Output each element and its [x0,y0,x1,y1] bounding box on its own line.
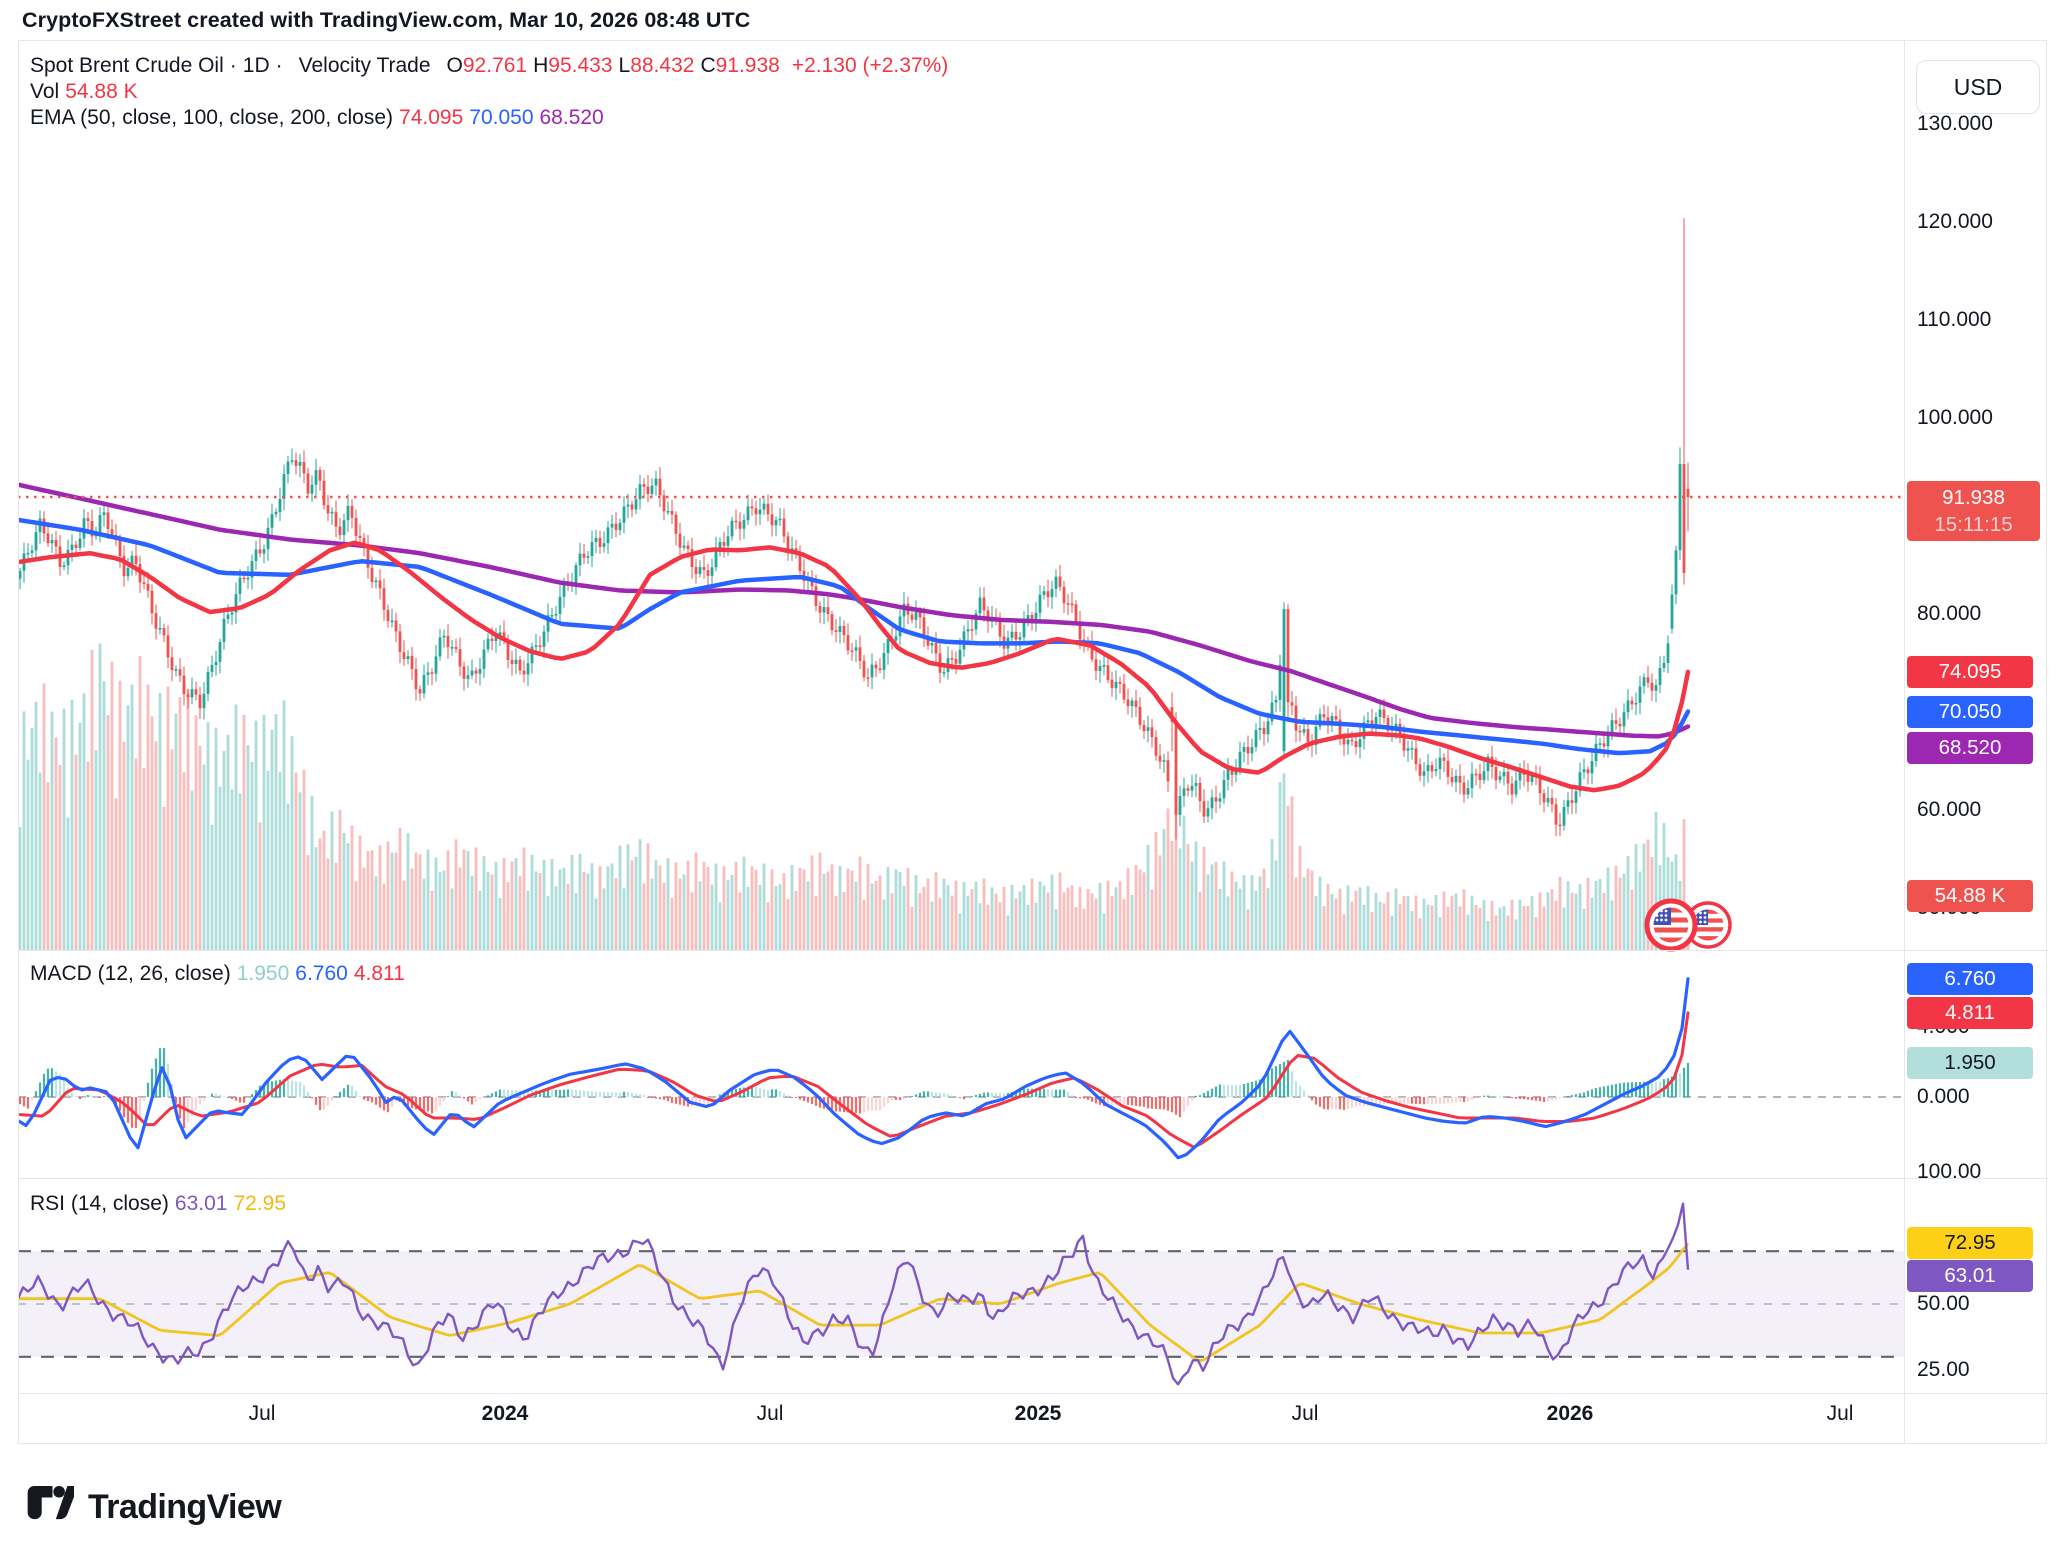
price-tick-label: 130.000 [1917,112,1993,135]
current-price-value: 91.938 [1942,486,2005,509]
ema-value: 70.050 [469,106,534,129]
ema-price-badge: 70.050 [1907,695,2033,728]
ohlc-value: 92.761 [462,54,528,77]
ohlc-value: 95.433 [548,54,613,77]
macd-value-badge: 4.811 [1907,996,2033,1029]
ohlc-key: L [618,54,631,77]
vol-value: 54.88 K [65,80,138,103]
ema-price-badge: 68.520 [1907,731,2033,764]
rsi-legend-row: RSI (14, close) 63.01 72.95 [30,1192,298,1216]
time-axis-year-label: 2024 [481,1402,529,1425]
rsi-value-badge: 72.95 [1907,1227,2033,1260]
price-tick-label: 120.000 [1917,210,1993,233]
rsi-panel [18,1202,1904,1386]
volume-legend-row: Vol 54.88 K [30,80,144,104]
macd-panel [18,977,1904,1160]
price-axis[interactable]: 130.000 120.000 110.000 100.000 80.000 60.000… [1905,40,2068,1393]
macd-label: MACD (12, 26, close) [30,962,231,985]
ema-label: EMA (50, close, 100, close, 200, close) [30,106,394,129]
price-tick-label: 60.000 [1917,798,1982,821]
macd-value-badge: 6.760 [1907,962,2033,995]
price-tick-label: 110.000 [1917,308,1992,331]
price-tick-label: 80.000 [1917,602,1982,625]
vol-label: Vol [30,80,60,103]
attribution-text: CryptoFXStreet created with TradingView.… [22,8,751,32]
exchange-label: Velocity Trade [298,54,431,77]
ema-value: 68.520 [539,106,604,129]
rsi-tick-label: 100.00 [1917,1160,1982,1183]
us-economic-event-flag[interactable] [1644,898,1698,952]
volume-badge: 54.88 K [1907,880,2033,912]
time-axis-month-label: Jul [248,1402,276,1425]
price-axis-divider [1904,40,1905,1444]
macd-legend-row: MACD (12, 26, close) 1.950 6.760 4.811 [30,962,417,986]
rsi-tick-label: 25.00 [1917,1358,1970,1381]
symbol-legend-row[interactable]: Spot Brent Crude Oil · 1D · Velocity Trade O9… [30,54,949,77]
time-axis-month-label: Jul [1291,1402,1319,1425]
symbol-title[interactable]: Spot Brent Crude Oil [30,54,224,77]
bar-countdown: 15:11:15 [1934,513,2013,536]
timeframe-label: 1D [242,54,270,77]
time-axis-month-label: Jul [1826,1402,1854,1425]
ema-price-badge: 74.095 [1907,655,2033,688]
ema-value: 74.095 [399,106,464,129]
ohlc-key: C [700,54,716,77]
macd-value: 4.811 [353,962,405,985]
panel-separator-macd-rsi [18,1178,2048,1179]
rsi-value-badge: 63.01 [1907,1260,2033,1293]
currency-toggle-button[interactable]: USD [1916,60,2040,114]
panel-separator-rsi-timeaxis [18,1393,2048,1394]
main-price-panel [18,218,1904,950]
time-axis-year-label: 2026 [1546,1402,1594,1425]
rsi-label: RSI (14, close) [30,1192,169,1215]
ema-legend-row: EMA (50, close, 100, close, 200, close) 7… [30,106,616,130]
tradingview-logo-link[interactable]: TradingView [26,1484,282,1531]
macd-value: 1.950 [236,962,290,985]
ohlc-key: O [446,54,463,77]
rsi-value: 63.01 [174,1192,228,1215]
macd-value: 6.760 [295,962,348,985]
current-price-badge: 91.938 15:11:15 [1907,481,2040,541]
price-tick-label: 100.000 [1917,406,1993,429]
ohlc-key: H [533,54,549,77]
change-value: +2.130 (+2.37%) [791,54,949,77]
rsi-tick-label: 50.00 [1917,1292,1970,1315]
tradingview-logo-icon [26,1484,79,1531]
tradingview-logo-text: TradingView [88,1488,282,1526]
macd-value-badge: 1.950 [1907,1046,2033,1079]
ohlc-value: 88.432 [630,54,695,77]
panel-separator-main-macd [18,950,2048,951]
time-axis-month-label: Jul [756,1402,784,1425]
rsi-value: 72.95 [233,1192,287,1215]
time-axis[interactable]: Jul 2024 Jul 2025 Jul 2026 Jul [18,1393,1904,1443]
ohlc-value: 91.938 [715,54,780,77]
time-axis-year-label: 2025 [1014,1402,1062,1425]
macd-tick-label: 0.000 [1917,1085,1970,1108]
